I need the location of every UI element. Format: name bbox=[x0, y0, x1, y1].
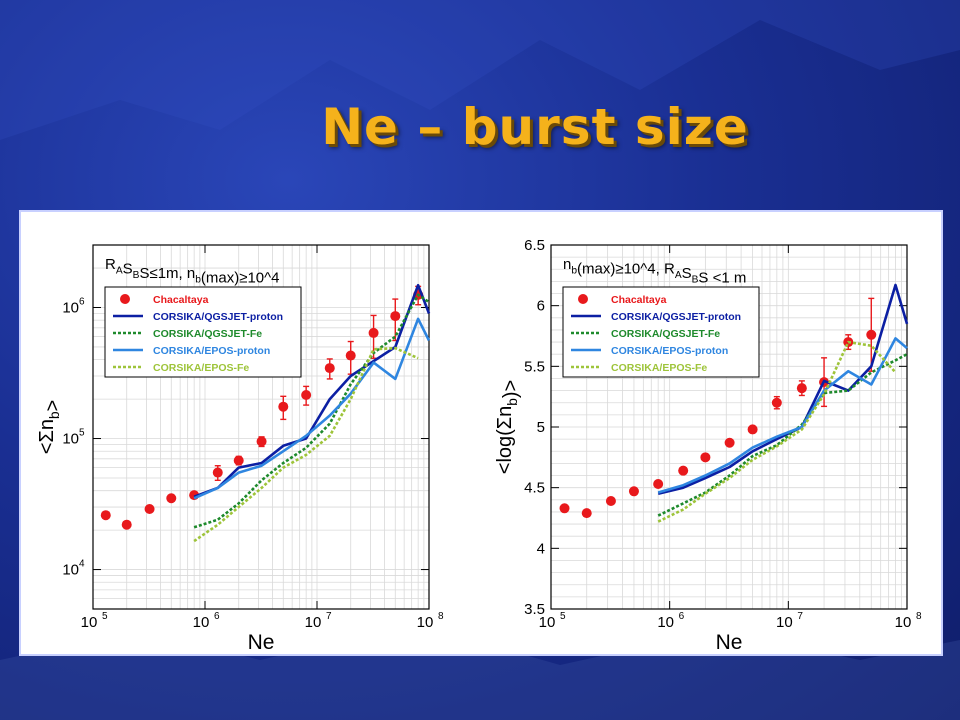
data-point bbox=[559, 503, 570, 514]
data-point bbox=[278, 401, 289, 412]
legend-label: CORSIKA/EPOS-proton bbox=[611, 345, 728, 357]
data-point bbox=[390, 311, 401, 322]
series-corsika-epos-proton bbox=[657, 337, 908, 494]
data-point bbox=[100, 510, 111, 521]
legend-label: CORSIKA/EPOS-Fe bbox=[611, 362, 707, 374]
data-point bbox=[301, 389, 312, 400]
data-point bbox=[233, 455, 244, 466]
y-tick-label: 4 bbox=[537, 540, 545, 557]
x-tick-label: 10 bbox=[776, 614, 793, 631]
data-point bbox=[700, 452, 711, 463]
legend-box bbox=[104, 286, 302, 378]
data-point bbox=[121, 519, 132, 530]
y-axis-label: <log(Σnb)> bbox=[494, 380, 522, 474]
y-tick-label: 10 bbox=[62, 300, 79, 317]
chart-panel: 10 5 10 6 10 7 10 8 10 4 10 5 10 6 Ne <Σnb> RASBS≤1m, nb… bbox=[19, 210, 943, 656]
legend: Chacaltaya CORSIKA/QGSJET-proton CORSIKA/Q… bbox=[562, 286, 760, 378]
series-chacaltaya bbox=[559, 297, 877, 519]
series-line bbox=[193, 317, 431, 500]
annotation-text: nb(max)≥10^4, RASBS <1 m bbox=[563, 256, 746, 287]
data-point bbox=[581, 508, 592, 519]
x-tick-label: 10 bbox=[895, 614, 912, 631]
y-tick-label: 5 bbox=[537, 419, 545, 436]
legend-label: Chacaltaya bbox=[611, 294, 667, 306]
series-line bbox=[657, 340, 897, 523]
data-point bbox=[771, 397, 782, 408]
legend-label: Chacaltaya bbox=[153, 294, 209, 306]
x-tick-label: 10 bbox=[417, 614, 434, 631]
data-point bbox=[605, 496, 616, 507]
data-point bbox=[724, 437, 735, 448]
y-tick-exponent: 5 bbox=[79, 428, 85, 439]
y-tick-exponent: 6 bbox=[79, 297, 85, 308]
y-tick-label: 5.5 bbox=[524, 358, 545, 375]
x-tick-exponent: 8 bbox=[438, 611, 444, 622]
x-tick-exponent: 6 bbox=[214, 611, 220, 622]
legend-label: CORSIKA/QGSJET-proton bbox=[611, 311, 741, 323]
x-tick-exponent: 8 bbox=[916, 611, 922, 622]
data-point bbox=[166, 493, 177, 504]
x-tick-label: 10 bbox=[305, 614, 322, 631]
plot-frame bbox=[92, 244, 430, 610]
x-tick-label: 10 bbox=[657, 614, 674, 631]
legend-label: CORSIKA/QGSJET-Fe bbox=[153, 328, 262, 340]
data-point bbox=[324, 363, 335, 374]
x-tick-exponent: 5 bbox=[102, 611, 108, 622]
legend-marker bbox=[120, 294, 130, 304]
series-corsika-qgsjet-fe bbox=[193, 293, 430, 529]
x-tick-label: 10 bbox=[193, 614, 210, 631]
data-point bbox=[144, 503, 155, 514]
x-axis-label: Ne bbox=[248, 631, 275, 654]
data-point bbox=[628, 486, 639, 497]
data-point bbox=[678, 465, 689, 476]
annotation-text: RASBS≤1m, nb(max)≥10^4 bbox=[105, 256, 280, 287]
chart-1: 10 5 10 6 10 7 10 810 410 510 6Ne<Σnb>RASBS≤1m, nb… bbox=[36, 244, 444, 654]
data-point bbox=[747, 424, 758, 435]
y-axis-label: <Σnb> bbox=[36, 400, 64, 454]
slide-title: Ne – burst size bbox=[321, 98, 749, 156]
y-tick-exponent: 4 bbox=[79, 559, 85, 570]
series-line bbox=[193, 283, 431, 498]
data-point bbox=[368, 327, 379, 338]
legend-label: CORSIKA/EPOS-proton bbox=[153, 345, 270, 357]
charts-svg: 10 5 10 6 10 7 10 810 410 510 6Ne<Σnb>RASBS≤1m, nb… bbox=[36, 237, 922, 654]
x-tick-exponent: 7 bbox=[326, 611, 332, 622]
data-point bbox=[212, 467, 223, 478]
y-tick-label: 10 bbox=[62, 431, 79, 448]
y-tick-label: 6.5 bbox=[524, 237, 545, 254]
series-line bbox=[193, 293, 430, 529]
x-tick-exponent: 5 bbox=[560, 611, 566, 622]
data-point bbox=[345, 350, 356, 361]
x-tick-label: 10 bbox=[81, 614, 98, 631]
x-tick-label: 10 bbox=[539, 614, 556, 631]
legend-label: CORSIKA/QGSJET-Fe bbox=[611, 328, 720, 340]
series-line bbox=[657, 337, 908, 494]
data-point bbox=[796, 383, 807, 394]
series-line bbox=[193, 346, 419, 543]
series-corsika-qgsjet-proton bbox=[193, 283, 431, 498]
y-tick-label: 3.5 bbox=[524, 601, 545, 618]
legend-box bbox=[562, 286, 760, 378]
y-tick-label: 4.5 bbox=[524, 480, 545, 497]
legend-label: CORSIKA/QGSJET-proton bbox=[153, 311, 283, 323]
series-corsika-epos-fe bbox=[193, 346, 419, 543]
x-tick-exponent: 7 bbox=[797, 611, 803, 622]
legend-marker bbox=[578, 294, 588, 304]
data-point bbox=[256, 436, 267, 447]
legend: Chacaltaya CORSIKA/QGSJET-proton CORSIKA/Q… bbox=[104, 286, 302, 378]
chart-2: 10 5 10 6 10 7 10 8 3.5 4 4.5 5 5.5 6 6.5 Ne <log(Σnb)> n… bbox=[494, 237, 922, 654]
series-corsika-epos-fe bbox=[657, 340, 897, 523]
y-tick-label: 6 bbox=[537, 298, 545, 315]
x-axis-label: Ne bbox=[716, 631, 743, 654]
series-corsika-epos-proton bbox=[193, 317, 431, 500]
legend-label: CORSIKA/EPOS-Fe bbox=[153, 362, 249, 374]
x-tick-exponent: 6 bbox=[679, 611, 685, 622]
y-tick-label: 10 bbox=[62, 562, 79, 579]
data-point bbox=[653, 479, 664, 490]
data-point bbox=[866, 329, 877, 340]
